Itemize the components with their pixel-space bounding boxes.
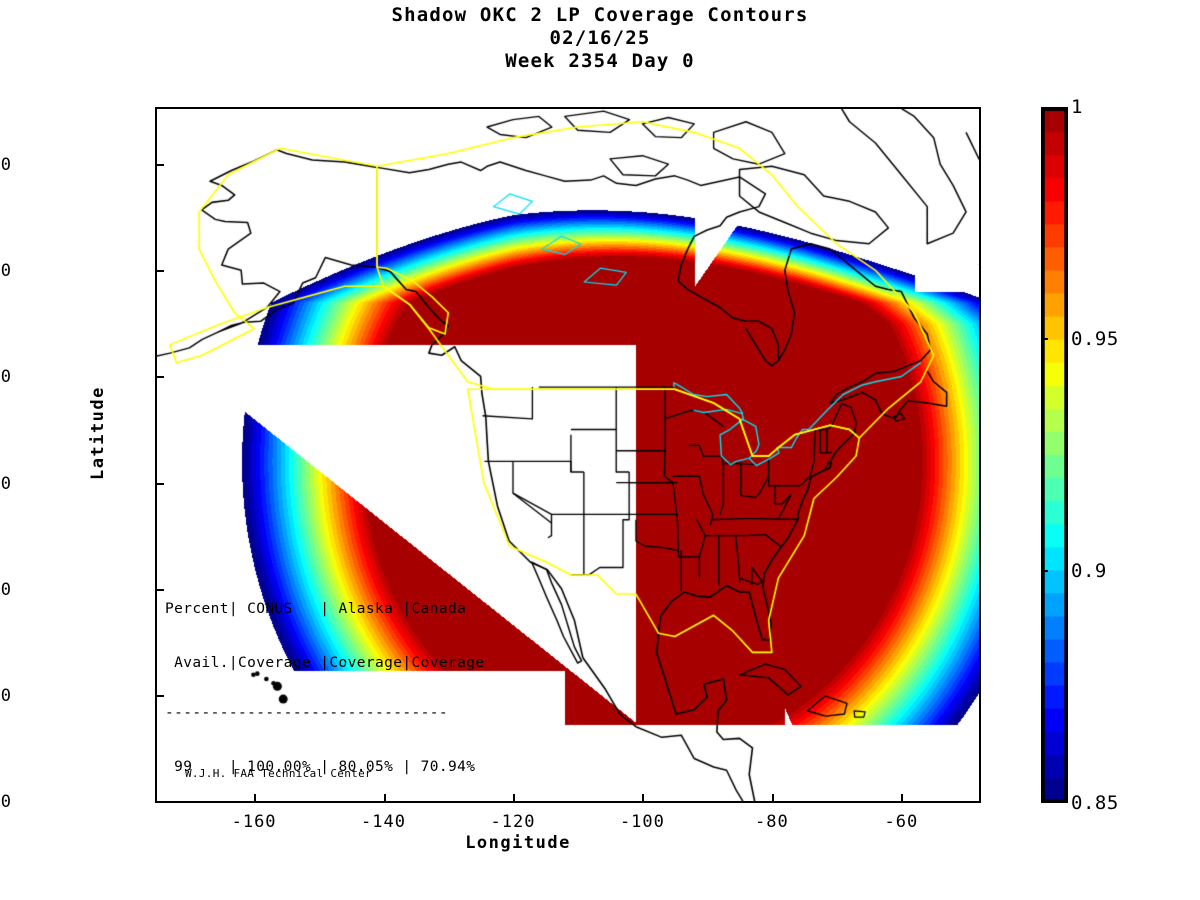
x-axis-tick-label: -140 [361, 812, 406, 832]
y-axis-tick-mark [155, 482, 164, 485]
title-line-3: Week 2354 Day 0 [505, 50, 695, 72]
colorbar-tick-label: 1 [1071, 96, 1083, 118]
stats-row: 99 | 100.00% | 80.05% | 70.94% [165, 759, 476, 775]
y-axis-label: Latitude [88, 386, 108, 480]
chart-title-block: Shadow OKC 2 LP Coverage Contours 02/16/… [0, 4, 1200, 73]
coverage-contour-map [157, 109, 979, 801]
colorbar-gradient [1041, 107, 1068, 803]
y-axis-tick-mark [155, 694, 164, 697]
y-axis-tick-label: 30 [0, 579, 12, 600]
stats-header-row-1: Percent| CONUS | Alaska |Canada [165, 601, 467, 617]
x-axis-tick-label: -160 [231, 812, 277, 832]
y-axis-tick-mark [155, 588, 164, 591]
y-axis-tick-mark [155, 164, 164, 167]
y-axis-tick-label: 60 [0, 261, 12, 282]
stats-header-row-2: Avail.|Coverage |Coverage|Coverage [165, 655, 485, 671]
x-axis-tick-mark [254, 794, 257, 803]
y-axis-tick-label: 40 [0, 473, 12, 494]
x-axis-tick-label: -60 [884, 812, 919, 832]
x-axis-tick-label: -100 [619, 812, 665, 832]
stats-divider: ------------------------------- [165, 705, 449, 721]
y-axis-tick-label: 70 [0, 155, 12, 176]
colorbar-tick-label: 0.85 [1071, 792, 1119, 814]
x-axis-label: Longitude [465, 833, 571, 853]
credit-line-1: W.J.H. FAA Technical Center [185, 767, 372, 780]
colorbar-tick-label: 0.9 [1071, 560, 1107, 582]
y-axis-tick-label: 50 [0, 367, 12, 388]
x-axis-tick-mark [642, 794, 645, 803]
colorbar-tick-mark [1041, 338, 1048, 340]
title-line-2: 02/16/25 [549, 27, 651, 49]
colorbar-tick-label: 0.95 [1071, 328, 1119, 350]
credit-block: W.J.H. FAA Technical Center WAAS Test Te… [185, 739, 372, 801]
title-line-1: Shadow OKC 2 LP Coverage Contours [391, 4, 809, 26]
x-axis-tick-mark [771, 794, 774, 803]
map-plot-area: Percent| CONUS | Alaska |Canada Avail.|C… [155, 107, 981, 803]
y-axis-tick-label: 10 [0, 792, 12, 812]
y-axis-tick-mark [155, 376, 164, 379]
colorbar-tick-mark [1041, 570, 1048, 572]
x-axis-tick-label: -80 [755, 812, 789, 832]
x-axis-tick-mark [512, 794, 515, 803]
x-axis-tick-mark [901, 794, 904, 803]
coverage-statistics-table: Percent| CONUS | Alaska |Canada Avail.|C… [165, 564, 485, 801]
x-axis-tick-label: -120 [490, 812, 536, 832]
y-axis-tick-mark [155, 270, 164, 273]
x-axis-tick-mark [383, 794, 386, 803]
y-axis-tick-label: 20 [0, 685, 12, 706]
colorbar-group: 1 0.95 0.9 0.85 [1041, 96, 1118, 814]
y-axis-tick-mark [155, 801, 164, 803]
